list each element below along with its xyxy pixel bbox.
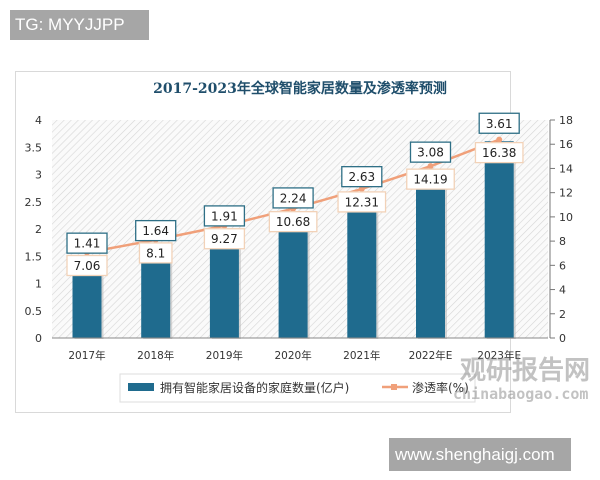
x-axis-label: 2022年E — [409, 349, 453, 362]
data-labels: 1.41 1.64 1.91 2.24 2.63 3.08 3.61 7.06 8.1 9.27 1… — [66, 112, 524, 277]
bar-value-label: 1.64 — [142, 224, 169, 238]
chart-title: 2017-2023年全球智能家居数量及渗透率预测 — [153, 81, 447, 97]
bar-value-label: 3.61 — [486, 117, 513, 131]
bar-value-label: 2.24 — [280, 191, 307, 205]
left-axis-tick: 2 — [35, 223, 42, 236]
legend-line-label: 渗透率(%) — [412, 380, 469, 395]
x-axis-label: 2023年E — [477, 349, 521, 362]
bar — [209, 233, 239, 338]
x-axis-label: 2020年 — [274, 349, 311, 362]
legend-bar-label: 拥有智能家居设备的家庭数量(亿户) — [160, 380, 349, 395]
right-axis-tick: 10 — [559, 211, 573, 224]
line-value-label: 9.27 — [211, 232, 238, 246]
x-axis-label: 2021年 — [343, 349, 380, 362]
left-axis-tick: 0.5 — [25, 305, 43, 318]
left-axis-tick: 3.5 — [25, 141, 43, 154]
line-value-label: 12.31 — [345, 195, 379, 209]
bar-value-label: 1.41 — [74, 237, 101, 251]
bar-value-label: 2.63 — [348, 170, 375, 184]
right-axis-tick: 16 — [559, 138, 573, 151]
x-axis: 2017年 2018年 2019年 2020年 2021年 2022年E 2023年E — [52, 337, 548, 362]
watermark-logo: 观研报告网 — [460, 356, 591, 386]
line-value-label: 16.38 — [482, 146, 516, 160]
url-label: www.shenghaigj.com — [389, 438, 571, 471]
bar-value-label: 3.08 — [417, 146, 444, 160]
right-axis-tick: 18 — [559, 114, 573, 127]
right-axis-tick: 8 — [559, 235, 566, 248]
line-value-label: 10.68 — [276, 215, 310, 229]
left-axis-tick: 3 — [35, 169, 42, 182]
right-axis-tick: 4 — [559, 284, 566, 297]
line-value-label: 14.19 — [413, 173, 447, 187]
left-axis-tick: 0 — [35, 332, 42, 345]
line-value-label: 7.06 — [74, 259, 101, 273]
right-axis-tick: 14 — [559, 162, 573, 175]
x-axis-label: 2019年 — [206, 349, 243, 362]
right-axis-tick: 0 — [559, 332, 566, 345]
left-axis-tick: 1 — [35, 278, 42, 291]
watermark-url: chinabaogao.com — [453, 385, 589, 403]
bar-value-label: 1.91 — [211, 209, 238, 223]
line-value-label: 8.1 — [146, 246, 165, 260]
left-axis-tick: 2.5 — [25, 196, 43, 209]
right-axis: 0 2 4 6 8 10 12 14 16 18 — [549, 114, 573, 345]
legend-bar-swatch — [128, 383, 154, 391]
legend: 拥有智能家居设备的家庭数量(亿户) 渗透率(%) — [119, 373, 476, 403]
x-axis-label: 2017年 — [68, 349, 105, 362]
x-axis-label: 2018年 — [137, 349, 174, 362]
right-axis-tick: 2 — [559, 308, 566, 321]
bar — [484, 141, 514, 338]
left-axis: 0 0.5 1 1.5 2 2.5 3 3.5 4 — [25, 114, 43, 345]
left-axis-tick: 1.5 — [25, 250, 43, 263]
tag-label: TG: MYYJJPP — [10, 10, 149, 40]
bar — [278, 215, 308, 338]
bar — [416, 170, 445, 338]
right-axis-tick: 12 — [559, 187, 573, 200]
left-axis-tick: 4 — [35, 114, 42, 127]
right-axis-tick: 6 — [559, 259, 566, 272]
bar — [347, 194, 377, 338]
